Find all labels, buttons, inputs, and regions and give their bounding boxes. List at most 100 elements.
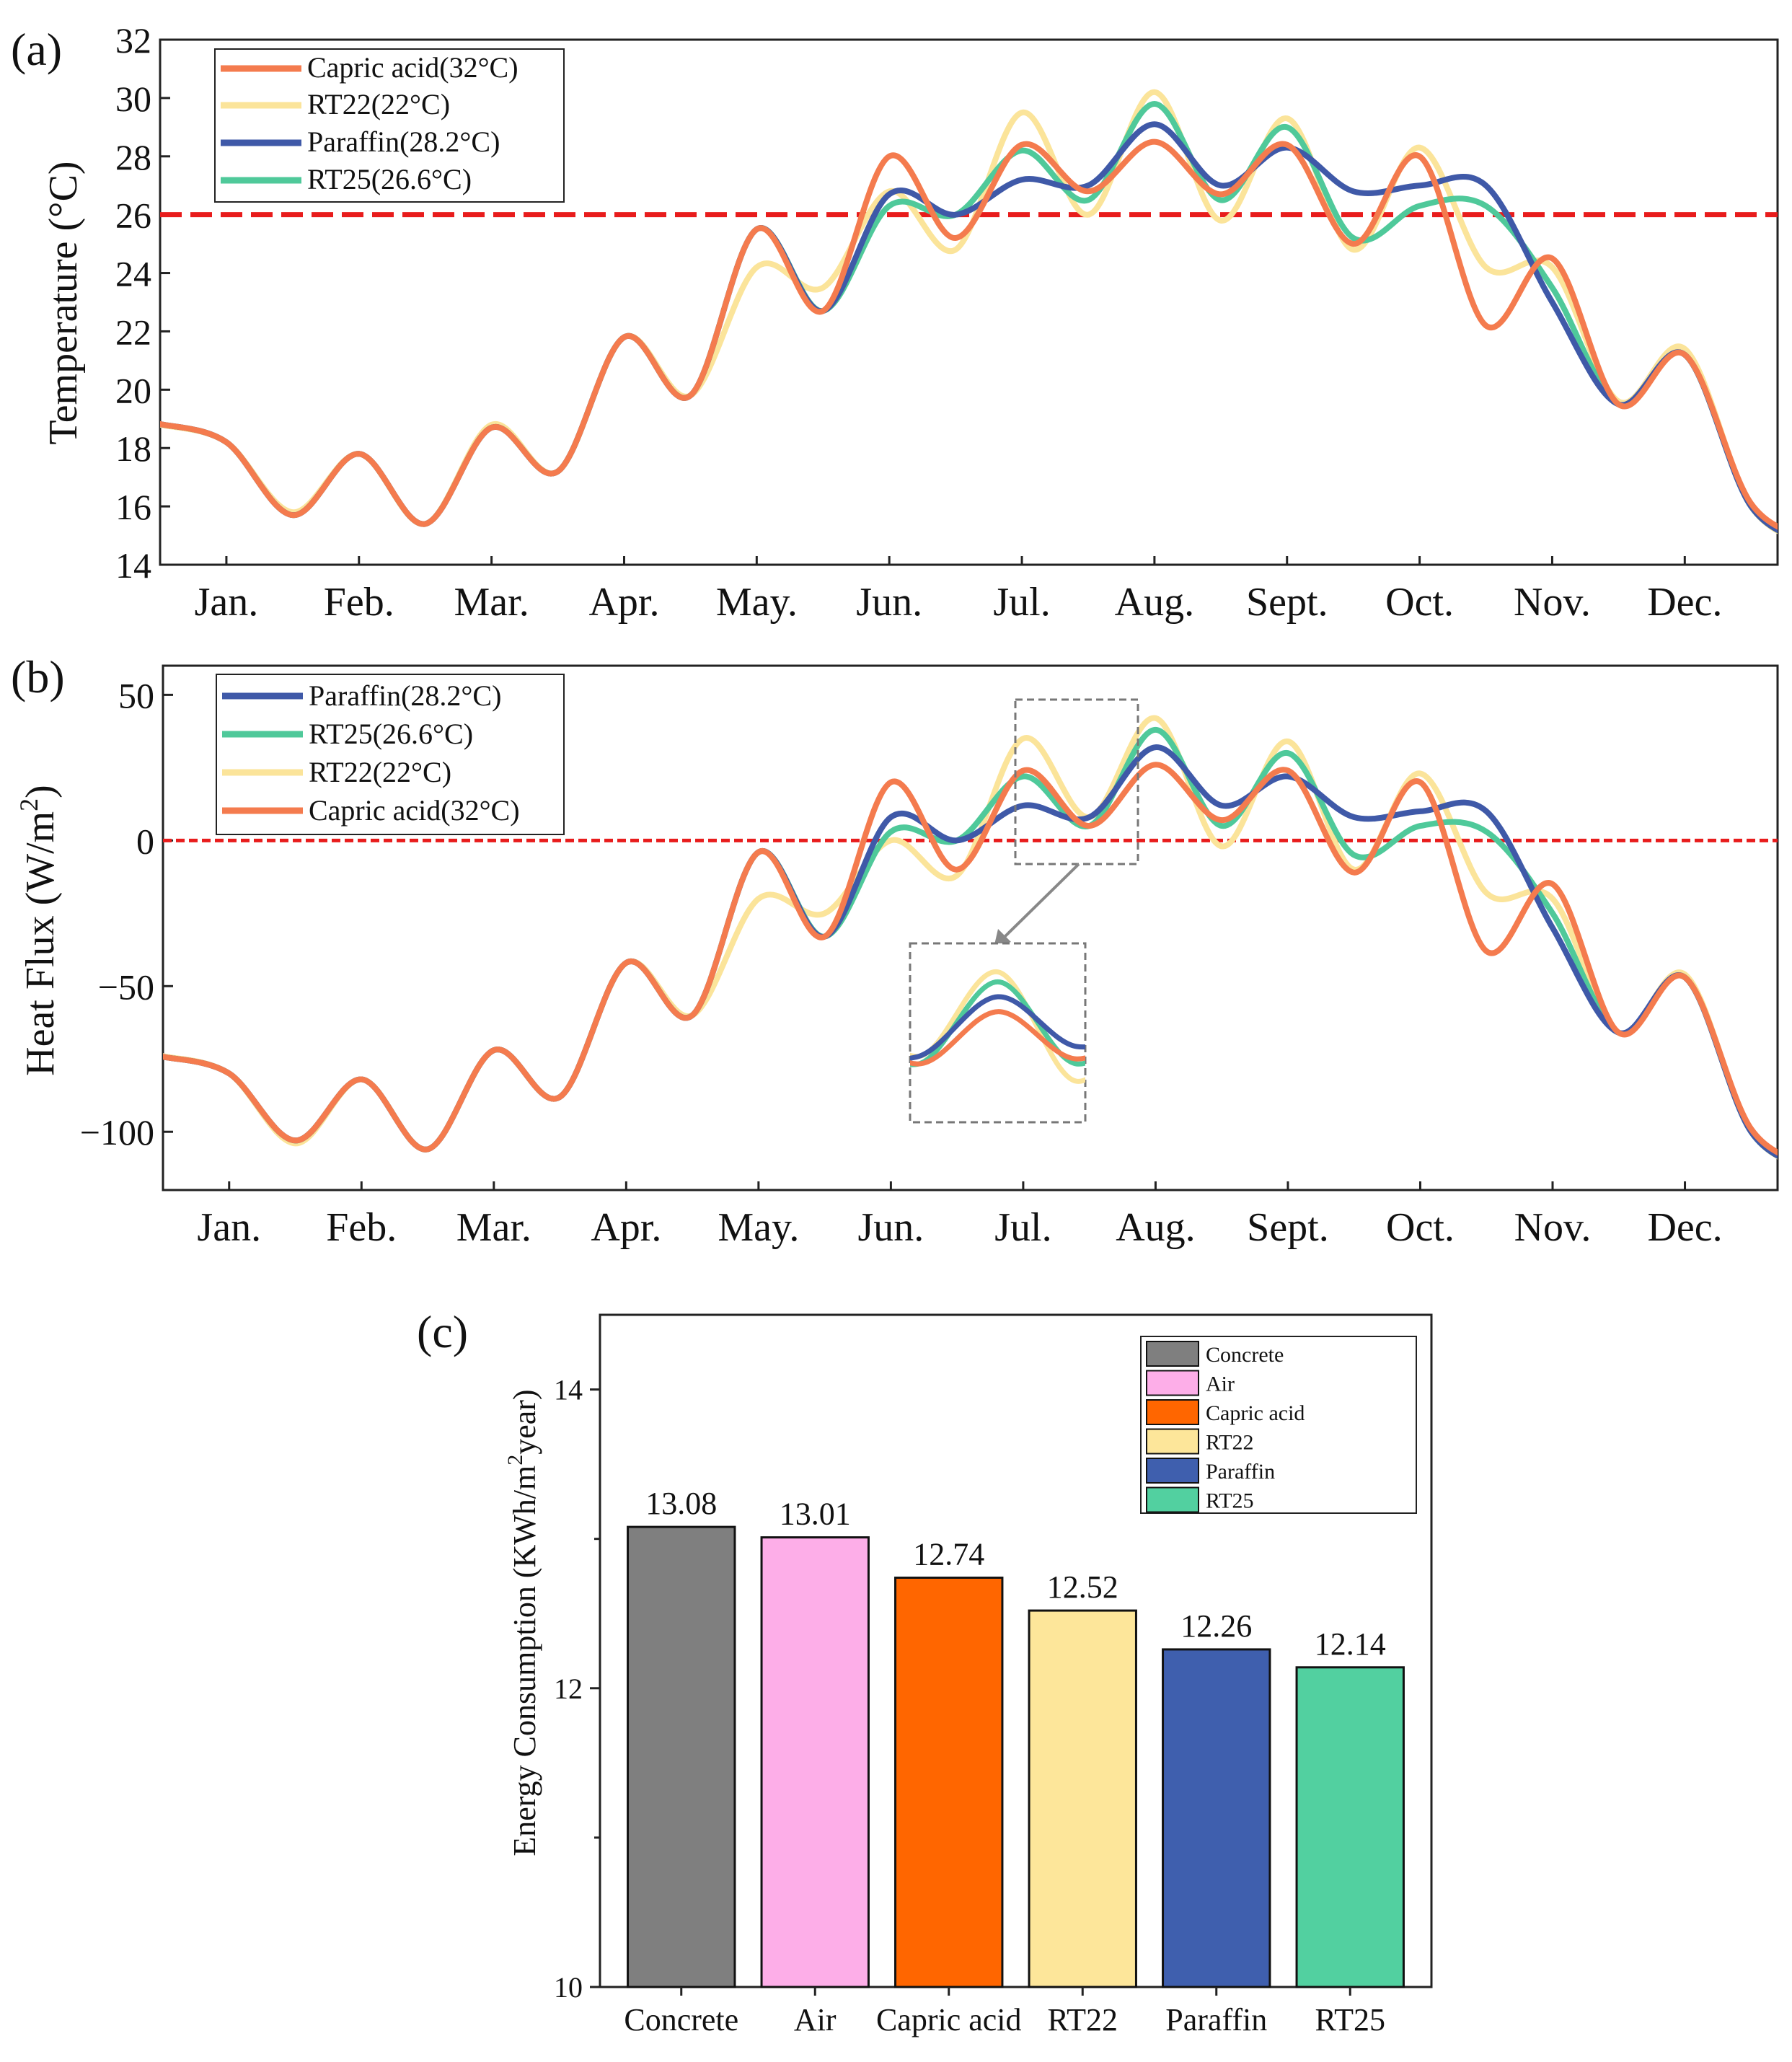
panel-c-y-axis-label: Energy Consumption (KWh/m2year) [503, 1389, 542, 1856]
panel-c-y-ticks: 10 12 14 [554, 1374, 600, 2004]
y-tick-label: 22 [115, 312, 151, 352]
panel-a-legend-box [214, 48, 565, 203]
y-tick-label: 50 [118, 675, 154, 715]
bar [760, 1536, 870, 1988]
legend-swatch [1146, 1428, 1199, 1455]
series-line [163, 762, 1778, 1156]
panel-b-y-axis-label: Heat Flux (W/m2) [14, 785, 63, 1076]
inset-series-line [910, 1009, 1085, 1067]
panel-a-legend: Capric acid(32°C) RT22(22°C) Paraffin(28… [214, 48, 565, 203]
y-tick-label: 30 [115, 79, 151, 119]
x-tick-label: Air [794, 2002, 837, 2037]
panel-c-legend-entries: Concrete Air Capric acid RT22 Paraffin RT25 [1146, 1341, 1305, 1513]
panel-b-series [163, 715, 1778, 1160]
x-tick-label: May. [718, 1205, 799, 1250]
y-tick-label: 0 [136, 821, 154, 861]
y-tick-label: −50 [98, 966, 154, 1007]
panel-b-legend-label-3: RT22(22°C) [309, 756, 451, 788]
legend-swatch [1146, 1370, 1199, 1396]
bar [1028, 1609, 1137, 1988]
panel-a-y-ticks: 14 16 18 20 22 24 26 28 30 32 [115, 20, 170, 586]
panel-a-legend-entry: Capric acid(32°C) [221, 51, 518, 84]
panel-b-legend-entry: Capric acid(32°C) [222, 794, 520, 827]
panel-b-legend-entry: RT22(22°C) [222, 756, 451, 788]
x-tick-label: Paraffin [1165, 2002, 1267, 2037]
legend-label: RT25 [1206, 1489, 1254, 1513]
panel-b: (b) 500−50−100 Jan. Feb. Mar. Apr. May. Jun. J… [11, 651, 1779, 1250]
panel-a-frame [159, 38, 1779, 566]
y-tick-label: 10 [554, 1971, 583, 2004]
legend-label: Paraffin [1206, 1460, 1275, 1484]
y-tick-label: 32 [115, 20, 151, 61]
x-tick-label: Sept. [1247, 1205, 1329, 1250]
panel-c-legend: Concrete Air Capric acid RT22 Paraffin RT25 [1140, 1336, 1417, 1514]
panel-b-x-ticks: Jan. Feb. Mar. Apr. May. Jun. Jul. Aug. Sept. Oct… [197, 1181, 1723, 1250]
y-tick-label: 14 [115, 545, 151, 586]
panel-a-legend-label-1: Capric acid(32°C) [307, 51, 518, 84]
panel-b-frame [162, 664, 1779, 1191]
x-tick-label: Oct. [1385, 580, 1454, 625]
bar [1162, 1648, 1271, 1988]
inset-series-line [910, 994, 1085, 1061]
y-tick-label: 16 [115, 487, 151, 527]
panel-a-legend-entry: RT25(26.6°C) [221, 163, 472, 195]
x-tick-label: Jul. [993, 580, 1050, 625]
bar-data-label: 13.01 [780, 1497, 851, 1532]
y-tick-label: 18 [115, 428, 151, 469]
panel-b-legend: Paraffin(28.2°C) RT25(26.6°C) RT22(22°C)… [216, 674, 565, 835]
legend-label: Concrete [1206, 1343, 1284, 1367]
panel-c: (c) 10 12 14 13.08 13.01 12.74 12.52 12.26 12.1… [417, 1306, 1433, 2037]
panel-b-inset-series [910, 969, 1085, 1084]
y-tick-label: 20 [115, 370, 151, 410]
y-tick-label: 26 [115, 195, 151, 236]
panel-a-legend-label-3: Paraffin(28.2°C) [307, 125, 500, 158]
bar-data-label: 12.26 [1180, 1608, 1252, 1644]
legend-label: Capric acid [1206, 1401, 1305, 1425]
x-tick-label: Jun. [856, 580, 922, 625]
x-tick-label: Aug. [1115, 580, 1194, 625]
panel-a-legend-label-2: RT22(22°C) [307, 88, 450, 120]
x-tick-label: Jan. [197, 1205, 261, 1250]
x-tick-label: Oct. [1386, 1205, 1455, 1250]
x-tick-label: Apr. [591, 1205, 661, 1250]
x-tick-label: Nov. [1514, 580, 1591, 625]
y-tick-label: 12 [554, 1673, 583, 1705]
panel-c-frame [599, 1313, 1433, 1988]
panel-a: (a) 14 16 18 20 22 24 26 28 30 32 Jan. Feb. Mar. Apr… [11, 20, 1779, 625]
bar [627, 1525, 736, 1988]
panel-b-legend-entry: Paraffin(28.2°C) [222, 679, 501, 712]
panel-a-label: (a) [11, 24, 62, 75]
panel-b-y-ticks: 50 0 −50 −100 [80, 675, 173, 1153]
panel-b-legend-label-4: Capric acid(32°C) [309, 794, 520, 827]
panel-a-legend-label-4: RT25(26.6°C) [307, 163, 472, 195]
legend-swatch [1146, 1341, 1199, 1367]
panel-c-bars: 13.08 13.01 12.74 12.52 12.26 12.14 [627, 1486, 1405, 1988]
x-tick-label: Capric acid [876, 2002, 1022, 2037]
x-tick-label: RT25 [1315, 2002, 1385, 2037]
legend-swatch [1146, 1458, 1199, 1484]
x-tick-label: Apr. [588, 580, 659, 625]
panel-b-legend-entry: RT25(26.6°C) [222, 718, 473, 750]
panel-b-zoom-arrow [1002, 863, 1080, 939]
x-tick-label: Jun. [857, 1205, 924, 1250]
x-tick-label: May. [716, 580, 798, 625]
panel-b-legend-label-1: Paraffin(28.2°C) [309, 679, 501, 712]
bar [1295, 1666, 1405, 1988]
panel-a-x-ticks: Jan. Feb. Mar. Apr. May. Jun. Jul. Aug. Sept. Oct… [195, 556, 1722, 625]
x-tick-label: Feb. [324, 580, 394, 625]
x-tick-label: Mar. [456, 1205, 531, 1250]
bar-data-label: 12.14 [1315, 1626, 1386, 1662]
legend-swatch [1146, 1399, 1199, 1425]
x-tick-label: Jul. [994, 1205, 1051, 1250]
x-tick-label: Nov. [1514, 1205, 1592, 1250]
panel-c-label: (c) [417, 1306, 468, 1357]
bar [894, 1577, 1004, 1988]
x-tick-label: Mar. [454, 580, 529, 625]
inset-series-line [910, 979, 1085, 1067]
x-tick-label: Dec. [1647, 1205, 1722, 1250]
panel-a-legend-entry: RT22(22°C) [221, 88, 450, 120]
bar-data-label: 12.52 [1047, 1569, 1118, 1605]
x-tick-label: Feb. [326, 1205, 397, 1250]
panel-c-x-labels: Concrete Air Capric acid RT22 Paraffin RT25 [624, 1987, 1385, 2037]
